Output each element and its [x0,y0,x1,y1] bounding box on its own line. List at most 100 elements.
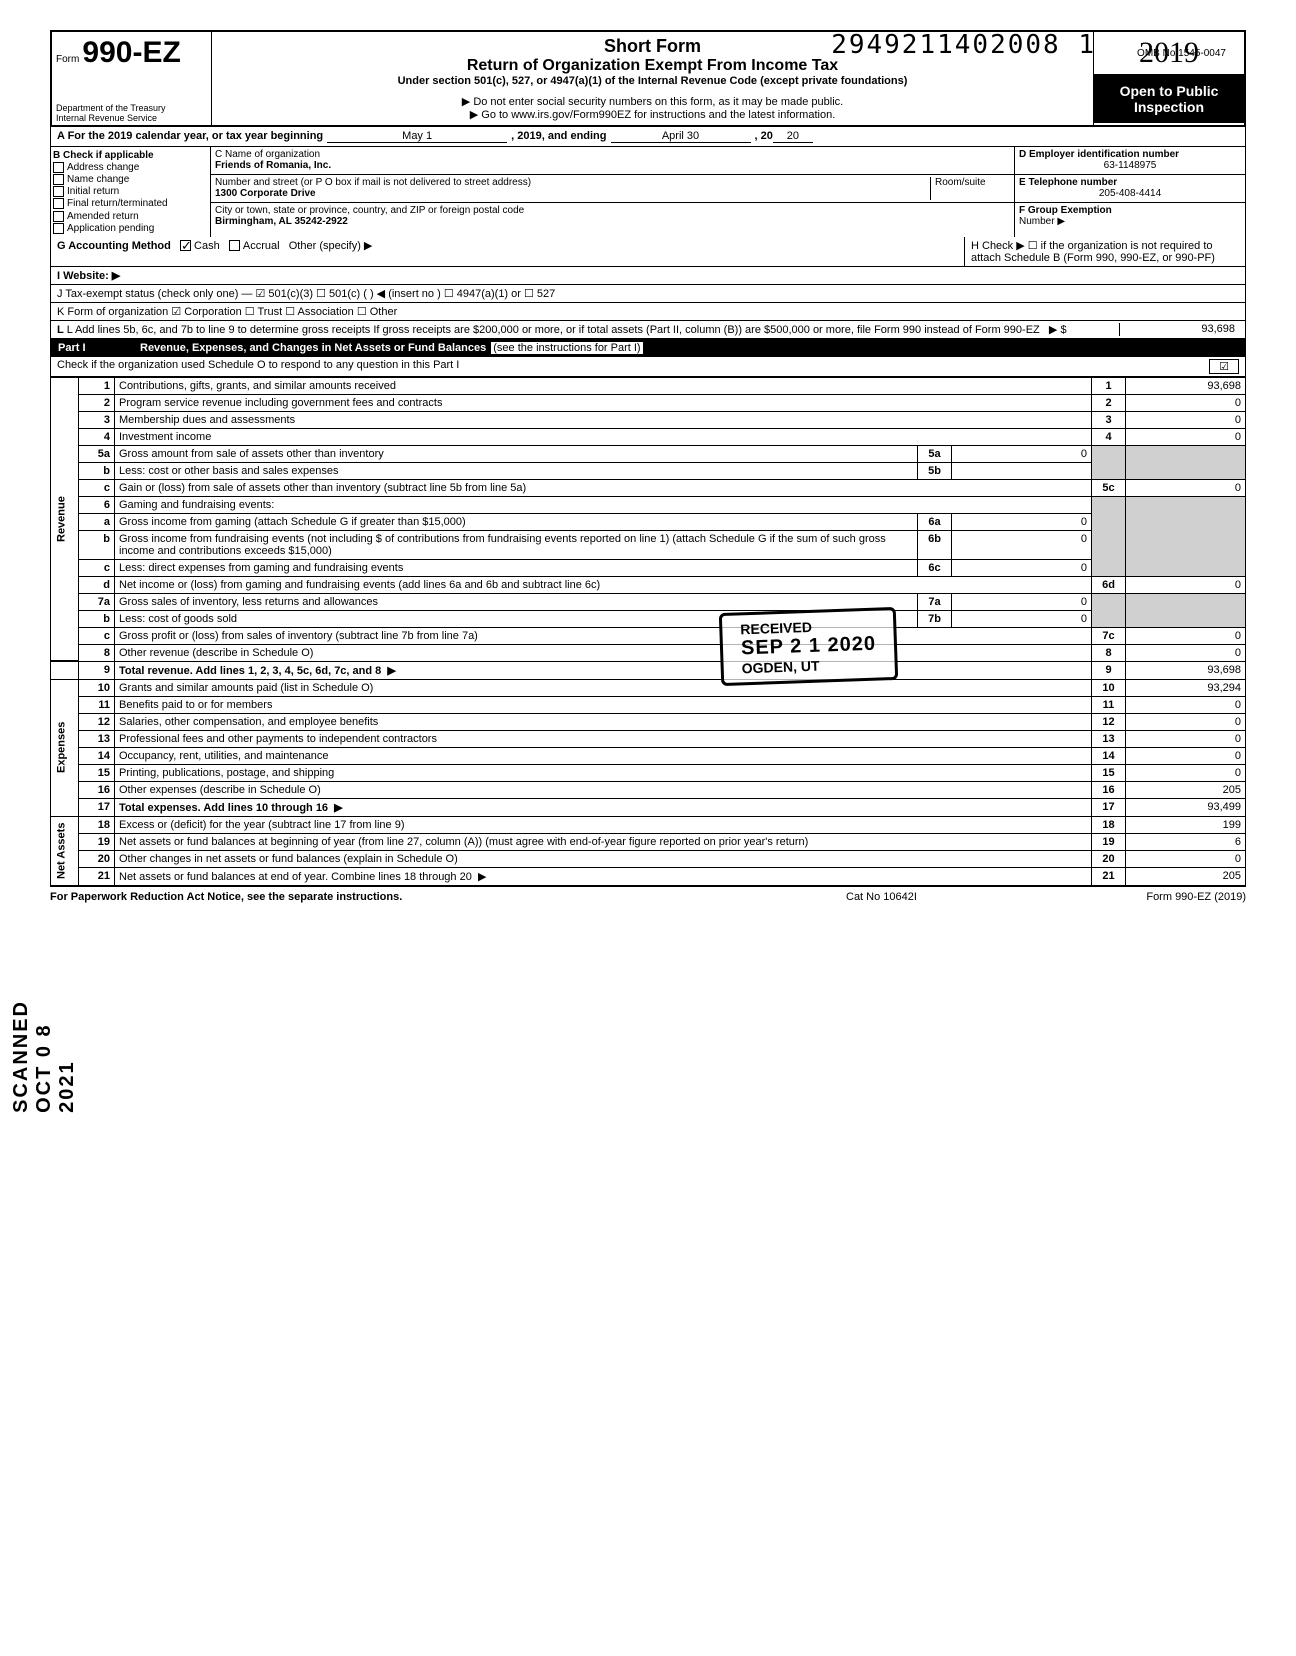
line-11-rn: 11 [1092,696,1126,713]
line-8-val: 0 [1126,644,1246,661]
line-1-rn: 1 [1092,377,1126,394]
line-13-desc: Professional fees and other payments to … [115,730,1092,747]
open-public-2: Inspection [1098,99,1240,115]
line-11-num: 11 [79,696,115,713]
line-7a-desc: Gross sales of inventory, less returns a… [115,593,918,610]
check-cash[interactable] [180,240,191,251]
line-20-rn: 20 [1092,850,1126,867]
h-schedule-b: H Check ▶ ☐ if the organization is not r… [965,237,1245,266]
line-18-num: 18 [79,816,115,833]
line-2-desc: Program service revenue including govern… [115,394,1092,411]
check-amended[interactable] [53,211,64,222]
part-i-check-box[interactable]: ☑ [1209,359,1239,374]
label-accrual: Accrual [243,240,280,252]
row-l-text: L L Add lines 5b, 6c, and 7b to line 9 t… [57,323,1119,336]
form-label: Form [56,54,79,65]
form-number: 990-EZ [82,36,180,69]
line-5b-num: b [79,462,115,479]
org-city: Birmingham, AL 35242-2922 [215,216,1010,227]
tax-year-end-yr[interactable]: 20 [773,130,813,143]
line-19-num: 19 [79,833,115,850]
dept-treasury: Department of the Treasury [56,103,166,113]
line-6c-num: c [79,559,115,576]
line-6-num: 6 [79,496,115,513]
line-1-desc: Contributions, gifts, grants, and simila… [115,377,1092,394]
line-7c-desc: Gross profit or (loss) from sales of inv… [115,627,1092,644]
line-12-rn: 12 [1092,713,1126,730]
row-l-desc: L Add lines 5b, 6c, and 7b to line 9 to … [67,324,1040,336]
line-21-val: 205 [1126,867,1246,885]
line-16-val: 205 [1126,781,1246,798]
org-street: 1300 Corporate Drive [215,188,930,199]
line-13-num: 13 [79,730,115,747]
ein-value: 63-1148975 [1019,160,1241,171]
shade-7 [1092,593,1126,627]
part-i-hint: (see the instructions for Part I) [491,342,642,354]
shade-7v [1126,593,1246,627]
row-a-tax-year: A For the 2019 calendar year, or tax yea… [50,127,1246,147]
line-15-rn: 15 [1092,764,1126,781]
line-12-num: 12 [79,713,115,730]
g-accounting-label: G Accounting Method [57,240,171,252]
line-2-val: 0 [1126,394,1246,411]
line-15-val: 0 [1126,764,1246,781]
line-2-num: 2 [79,394,115,411]
line-7a-num: 7a [79,593,115,610]
line-3-rn: 3 [1092,411,1126,428]
shade-5 [1092,445,1126,479]
part-i-check-text: Check if the organization used Schedule … [57,359,1209,374]
c-street-label: Number and street (or P O box if mail is… [215,177,930,188]
note-ssn: ▶ Do not enter social security numbers o… [218,95,1087,108]
line-5b-mn: 5b [918,462,952,479]
line-3-desc: Membership dues and assessments [115,411,1092,428]
line-21-desc: Net assets or fund balances at end of ye… [119,871,472,883]
line-9-desc: Total revenue. Add lines 1, 2, 3, 4, 5c,… [119,665,381,677]
line-4-rn: 4 [1092,428,1126,445]
check-name-change[interactable] [53,174,64,185]
line-7a-mv: 0 [952,593,1092,610]
title-section: Under section 501(c), 527, or 4947(a)(1)… [218,75,1087,87]
col-b-header: B Check if applicable [53,150,208,161]
f-group-label2: Number ▶ [1019,216,1065,227]
line-6a-mn: 6a [918,513,952,530]
line-6d-val: 0 [1126,576,1246,593]
footer-paperwork: For Paperwork Reduction Act Notice, see … [50,891,846,903]
line-7c-val: 0 [1126,627,1246,644]
c-city-label: City or town, state or province, country… [215,205,1010,216]
footer-form: Form 990-EZ (2019) [1046,891,1246,903]
check-address-change[interactable] [53,162,64,173]
part-i-title: Revenue, Expenses, and Changes in Net As… [138,342,488,354]
line-10-rn: 10 [1092,679,1126,696]
line-5c-rn: 5c [1092,479,1126,496]
check-initial-return[interactable] [53,186,64,197]
check-accrual[interactable] [229,240,240,251]
label-final-return: Final return/terminated [67,199,168,210]
row-i-website: I Website: ▶ [50,267,1246,285]
check-application-pending[interactable] [53,223,64,234]
line-2-rn: 2 [1092,394,1126,411]
org-name: Friends of Romania, Inc. [215,160,1010,171]
line-16-num: 16 [79,781,115,798]
line-16-rn: 16 [1092,781,1126,798]
tax-year-begin[interactable]: May 1 [327,130,507,143]
footer-cat-no: Cat No 10642I [846,891,1046,903]
line-10-desc: Grants and similar amounts paid (list in… [115,679,1092,696]
check-final-return[interactable] [53,198,64,209]
line-21-num: 21 [79,867,115,885]
line-13-rn: 13 [1092,730,1126,747]
line-9-val: 93,698 [1126,661,1246,679]
tax-year-end-month[interactable]: April 30 [611,130,751,143]
f-group-label: F Group Exemption [1019,205,1112,216]
open-public-1: Open to Public [1098,83,1240,99]
line-15-num: 15 [79,764,115,781]
line-7b-num: b [79,610,115,627]
line-5b-desc: Less: cost or other basis and sales expe… [115,462,918,479]
line-7a-mn: 7a [918,593,952,610]
scanned-stamp: SCANNED OCT 0 8 2021 [10,1000,79,1113]
part-i-table: Revenue 1 Contributions, gifts, grants, … [50,377,1246,886]
line-10-val: 93,294 [1126,679,1246,696]
line-10-num: 10 [79,679,115,696]
note-url: ▶ Go to www.irs.gov/Form990EZ for instru… [218,108,1087,121]
label-other-specify: Other (specify) ▶ [289,240,373,252]
line-4-num: 4 [79,428,115,445]
